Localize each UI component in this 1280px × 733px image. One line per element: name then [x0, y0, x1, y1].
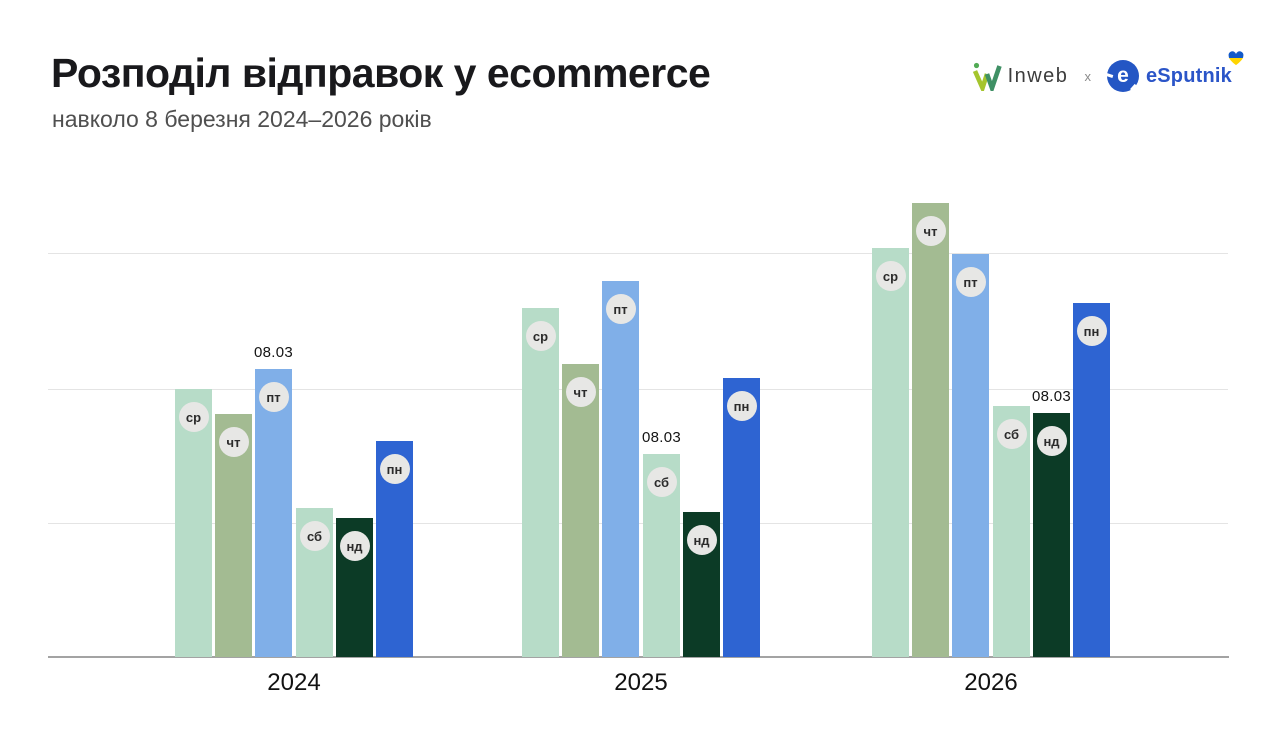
- year-label-2026: 2026: [964, 669, 1018, 696]
- inweb-logo: Inweb: [972, 61, 1069, 91]
- day-badge-2026-пт: пт: [955, 267, 986, 297]
- bar-2025-пт: [602, 281, 639, 657]
- day-badge-2026-нд: нд: [1036, 426, 1067, 456]
- march8-annotation-2024: 08.03: [253, 344, 294, 361]
- page-title: Розподіл відправок у ecommerce: [51, 50, 711, 96]
- day-badge-2025-чт: чт: [565, 377, 596, 407]
- day-badge-2025-пн: пн: [726, 391, 757, 421]
- inweb-logo-text: Inweb: [1007, 64, 1069, 87]
- bar-2025-чт: [562, 364, 599, 657]
- bar-2026-ср: [872, 248, 909, 657]
- day-badge-2025-нд: нд: [686, 525, 717, 555]
- day-badge-2024-сб: сб: [299, 521, 330, 551]
- day-badge-2024-пн: пн: [379, 454, 410, 484]
- x-axis-line: [48, 656, 1229, 658]
- bar-2026-чт: [912, 203, 949, 657]
- bar-2024-пт: [255, 369, 292, 657]
- year-label-2024: 2024: [267, 669, 321, 696]
- gridline-2: [48, 253, 1228, 254]
- bar-2026-пн: [1073, 303, 1110, 657]
- esputnik-logo-text: eSputnik: [1145, 64, 1232, 87]
- esputnik-logo: e eSputnik: [1106, 51, 1244, 92]
- day-badge-2024-пт: пт: [258, 382, 289, 412]
- day-badge-2026-чт: чт: [915, 216, 946, 246]
- ukraine-heart-icon: [1228, 51, 1244, 66]
- logo-separator: x: [1084, 68, 1091, 84]
- day-badge-2026-ср: ср: [875, 261, 906, 291]
- march8-annotation-2026: 08.03: [1031, 388, 1072, 405]
- day-badge-2025-ср: ср: [525, 321, 556, 351]
- bar-2025-пн: [723, 378, 760, 657]
- day-badge-2025-сб: сб: [646, 467, 677, 497]
- bar-2025-ср: [522, 308, 559, 657]
- bar-2024-ср: [175, 389, 212, 657]
- day-badge-2024-чт: чт: [218, 427, 249, 457]
- page-subtitle: навколо 8 березня 2024–2026 років: [52, 106, 432, 132]
- bar-2026-пт: [952, 254, 989, 657]
- year-label-2025: 2025: [614, 669, 668, 696]
- day-badge-2025-пт: пт: [605, 294, 636, 324]
- day-badge-2024-нд: нд: [339, 531, 370, 561]
- march8-annotation-2025: 08.03: [641, 429, 682, 446]
- inweb-w-icon: [972, 62, 1002, 91]
- partner-logos: Inweb x e eSputnik: [972, 51, 1244, 96]
- esputnik-e-icon: e: [1106, 60, 1139, 92]
- day-badge-2024-ср: ср: [178, 402, 209, 432]
- day-badge-2026-пн: пн: [1076, 316, 1107, 346]
- day-badge-2026-сб: сб: [996, 419, 1027, 449]
